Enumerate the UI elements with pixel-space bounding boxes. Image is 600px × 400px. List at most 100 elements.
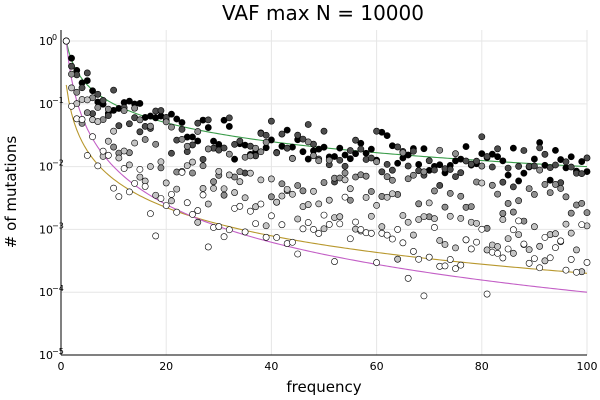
data-point bbox=[204, 200, 212, 208]
data-point bbox=[68, 84, 75, 92]
data-point bbox=[83, 152, 91, 159]
data-point bbox=[525, 259, 533, 267]
data-point bbox=[520, 147, 528, 154]
data-point bbox=[536, 144, 544, 152]
data-point bbox=[141, 136, 149, 143]
data-point bbox=[320, 211, 328, 219]
data-point bbox=[331, 258, 338, 265]
data-point bbox=[294, 182, 302, 189]
data-point bbox=[578, 221, 586, 229]
data-point bbox=[462, 236, 470, 244]
data-point bbox=[273, 149, 281, 157]
data-point bbox=[267, 175, 275, 183]
data-points bbox=[62, 37, 591, 300]
data-point bbox=[273, 234, 281, 241]
data-point bbox=[99, 97, 107, 104]
data-point bbox=[567, 256, 575, 263]
data-point bbox=[257, 200, 265, 208]
data-point bbox=[168, 123, 175, 131]
data-point bbox=[68, 70, 75, 78]
data-point bbox=[315, 200, 323, 208]
data-point bbox=[346, 185, 354, 193]
data-point bbox=[157, 195, 165, 202]
y-tick-exponent: −2 bbox=[52, 159, 64, 168]
data-point bbox=[267, 212, 275, 220]
data-point bbox=[246, 169, 254, 177]
data-point bbox=[478, 133, 486, 141]
data-point bbox=[173, 208, 181, 216]
data-point bbox=[488, 181, 496, 189]
data-point bbox=[509, 144, 517, 152]
data-point bbox=[336, 213, 344, 221]
data-point bbox=[294, 131, 302, 139]
data-point bbox=[178, 125, 186, 133]
data-point bbox=[294, 215, 302, 223]
data-point bbox=[304, 219, 312, 226]
data-point bbox=[346, 235, 354, 243]
data-point bbox=[220, 185, 228, 193]
data-point bbox=[420, 145, 428, 153]
data-point bbox=[436, 161, 444, 169]
data-point bbox=[199, 155, 207, 163]
data-point bbox=[115, 154, 123, 162]
data-point bbox=[546, 164, 554, 172]
data-point bbox=[168, 190, 175, 198]
data-point bbox=[567, 153, 575, 161]
data-point bbox=[457, 169, 465, 177]
data-point bbox=[478, 162, 486, 170]
data-point bbox=[278, 130, 286, 138]
data-point bbox=[89, 133, 96, 141]
data-point bbox=[110, 184, 117, 192]
data-point bbox=[341, 176, 349, 184]
data-point bbox=[552, 230, 559, 238]
data-point bbox=[278, 221, 286, 229]
data-point bbox=[257, 176, 265, 184]
data-point bbox=[552, 161, 559, 169]
data-point bbox=[546, 254, 554, 262]
data-point bbox=[415, 161, 423, 168]
data-point bbox=[515, 177, 523, 185]
data-point bbox=[304, 138, 312, 146]
data-point bbox=[541, 233, 549, 241]
data-point bbox=[583, 259, 591, 266]
data-point bbox=[578, 170, 586, 178]
data-point bbox=[299, 135, 307, 143]
data-point bbox=[178, 119, 186, 126]
data-point bbox=[336, 220, 344, 228]
data-point bbox=[252, 203, 260, 211]
x-tick-label: 100 bbox=[577, 360, 598, 373]
data-point bbox=[515, 231, 523, 238]
data-point bbox=[110, 127, 117, 135]
data-point bbox=[494, 145, 501, 153]
data-point bbox=[178, 135, 186, 143]
data-point bbox=[362, 194, 370, 201]
data-point bbox=[531, 155, 538, 163]
data-point bbox=[241, 228, 249, 236]
x-tick-label: 80 bbox=[475, 360, 489, 373]
data-point bbox=[168, 149, 175, 157]
data-point bbox=[83, 77, 91, 84]
data-point bbox=[352, 150, 359, 158]
data-point bbox=[499, 216, 507, 223]
data-point bbox=[515, 197, 523, 205]
data-point bbox=[120, 165, 128, 172]
data-point bbox=[383, 160, 391, 168]
data-point bbox=[204, 124, 212, 131]
data-point bbox=[478, 225, 486, 233]
data-point bbox=[473, 238, 480, 246]
data-point bbox=[383, 132, 391, 140]
data-point bbox=[415, 200, 423, 208]
data-point bbox=[73, 88, 81, 96]
data-point bbox=[552, 146, 559, 154]
data-point bbox=[441, 203, 449, 211]
data-point bbox=[289, 238, 296, 246]
data-point bbox=[315, 157, 323, 165]
data-point bbox=[231, 189, 238, 196]
data-point bbox=[136, 173, 144, 181]
data-point bbox=[404, 218, 412, 226]
data-point bbox=[562, 220, 570, 228]
data-point bbox=[189, 158, 196, 166]
data-point bbox=[499, 157, 507, 165]
data-point bbox=[304, 121, 312, 128]
data-point bbox=[362, 172, 370, 180]
